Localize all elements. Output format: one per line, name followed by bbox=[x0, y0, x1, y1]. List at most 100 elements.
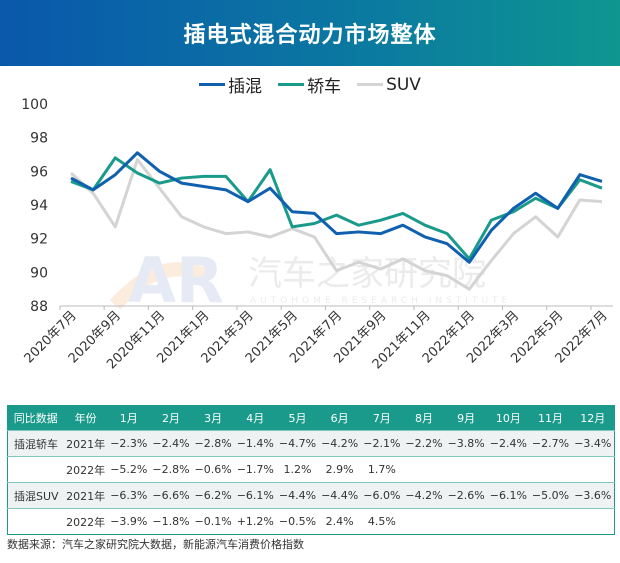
column-header: 同比数据 bbox=[7, 405, 64, 431]
column-header: 11月 bbox=[529, 405, 572, 431]
table-cell: 4.5% bbox=[360, 508, 403, 535]
watermark-arc bbox=[109, 262, 208, 310]
table-row: 插混SUV 2021年 −6.3% −6.6% −6.2% −6.1% −4.4% −4.4%… bbox=[7, 482, 615, 509]
table-cell: −2.8% bbox=[192, 430, 235, 457]
table-header-row: 同比数据 年份 1月 2月 3月 4月 5月 6月 7月 8月 9月 10月 11月 12月 bbox=[7, 405, 615, 431]
table-cell: −2.7% bbox=[529, 430, 572, 457]
legend-swatch bbox=[199, 83, 226, 86]
table-cell: −4.7% bbox=[276, 430, 319, 457]
column-header: 2月 bbox=[149, 405, 193, 431]
legend-item-phev: 插混 bbox=[199, 72, 262, 97]
column-header: 10月 bbox=[487, 405, 530, 431]
table-cell: −6.0% bbox=[360, 482, 403, 509]
chart-title: 插电式混合动力市场整体 bbox=[183, 23, 437, 48]
table-cell: −1.7% bbox=[234, 456, 277, 483]
table-cell: −6.1% bbox=[234, 482, 277, 509]
table-cell bbox=[445, 508, 488, 535]
source-note: 数据来源：汽车之家研究院大数据，新能源汽车消费价格指数 bbox=[7, 538, 304, 551]
y-tick-label: 98 bbox=[30, 131, 48, 147]
table-cell: −2.8% bbox=[149, 456, 193, 483]
watermark-subtext: AUTOHOME RESEARCH INSTITUTE bbox=[250, 296, 511, 306]
legend-label: 轿车 bbox=[307, 77, 342, 97]
table-cell: 2021年 bbox=[63, 430, 108, 457]
table-cell bbox=[7, 456, 64, 483]
legend-label: SUV bbox=[386, 74, 421, 95]
table-cell: −3.8% bbox=[445, 430, 488, 457]
column-header: 12月 bbox=[571, 405, 615, 431]
table-cell: −4.2% bbox=[402, 482, 446, 509]
line-chart: AR 汽车之家研究院 AUTOHOME RESEARCH INSTITUTE 88 90… bbox=[21, 97, 613, 372]
watermark: AR 汽车之家研究院 AUTOHOME RESEARCH INSTITUTE bbox=[109, 244, 511, 317]
table-cell: −6.3% bbox=[107, 482, 150, 509]
legend-swatch bbox=[357, 83, 384, 86]
legend-item-suv: SUV bbox=[357, 72, 421, 97]
yoy-table: 同比数据 年份 1月 2月 3月 4月 5月 6月 7月 8月 9月 10月 11月 12月 插混轿车 20… bbox=[7, 405, 615, 535]
table-cell: −2.6% bbox=[445, 482, 488, 509]
table-row: 2022年 −5.2% −2.8% −0.6% −1.7% 1.2% 2.9% 1.7% bbox=[7, 456, 615, 483]
table-cell: 1.2% bbox=[276, 456, 319, 483]
legend-item-sedan: 轿车 bbox=[278, 72, 341, 97]
table-cell: −1.4% bbox=[234, 430, 277, 457]
table-cell bbox=[402, 456, 446, 483]
table-cell: −3.6% bbox=[571, 482, 615, 509]
table-cell bbox=[7, 508, 64, 535]
table-cell: 2.4% bbox=[318, 508, 361, 535]
legend-swatch bbox=[278, 83, 305, 86]
table-cell: 2022年 bbox=[63, 456, 108, 483]
table-cell: −3.9% bbox=[107, 508, 150, 535]
table-cell: −6.1% bbox=[487, 482, 530, 509]
title-bar: 插电式混合动力市场整体 bbox=[0, 0, 620, 66]
table-cell: −1.8% bbox=[149, 508, 193, 535]
y-tick-label: 92 bbox=[30, 232, 48, 248]
table-cell: −0.1% bbox=[192, 508, 235, 535]
y-tick-label: 96 bbox=[30, 164, 48, 180]
table-cell: 插混轿车 bbox=[7, 430, 64, 457]
legend-label: 插混 bbox=[228, 77, 263, 97]
legend: 插混 轿车 SUV bbox=[0, 72, 620, 97]
table-cell: −4.2% bbox=[318, 430, 361, 457]
y-tick-label: 88 bbox=[30, 299, 48, 315]
watermark-logo: AR bbox=[128, 244, 224, 317]
table-cell: −5.0% bbox=[529, 482, 572, 509]
table-cell: −5.2% bbox=[107, 456, 150, 483]
table-cell: −4.4% bbox=[318, 482, 361, 509]
table-cell: −2.4% bbox=[487, 430, 530, 457]
column-header: 年份 bbox=[63, 405, 108, 431]
table-cell bbox=[487, 508, 530, 535]
column-header: 6月 bbox=[318, 405, 361, 431]
table-cell bbox=[571, 508, 615, 535]
table-cell: 1.7% bbox=[360, 456, 403, 483]
table-cell: −6.2% bbox=[192, 482, 235, 509]
table-cell: −0.6% bbox=[192, 456, 235, 483]
table-row: 插混轿车 2021年 −2.3% −2.4% −2.8% −1.4% −4.7% −4.2% −… bbox=[7, 430, 615, 457]
column-header: 3月 bbox=[192, 405, 235, 431]
table-cell: −0.5% bbox=[276, 508, 319, 535]
table-cell: +1.2% bbox=[234, 508, 277, 535]
table-cell bbox=[529, 508, 572, 535]
table-cell bbox=[571, 456, 615, 483]
y-tick-label: 90 bbox=[30, 265, 48, 281]
column-header: 8月 bbox=[402, 405, 446, 431]
table-cell: 2.9% bbox=[318, 456, 361, 483]
watermark-text: 汽车之家研究院 bbox=[248, 254, 486, 294]
table-cell: −2.1% bbox=[360, 430, 403, 457]
column-header: 4月 bbox=[234, 405, 277, 431]
column-header: 9月 bbox=[445, 405, 488, 431]
table-cell bbox=[487, 456, 530, 483]
table-row: 2022年 −3.9% −1.8% −0.1% +1.2% −0.5% 2.4% 4.5% bbox=[7, 508, 615, 535]
table-cell bbox=[402, 508, 446, 535]
table-cell: −2.3% bbox=[107, 430, 150, 457]
y-tick-label: 100 bbox=[21, 97, 48, 113]
y-tick-label: 94 bbox=[30, 198, 48, 214]
column-header: 5月 bbox=[276, 405, 319, 431]
table-cell bbox=[445, 456, 488, 483]
table-cell: −4.4% bbox=[276, 482, 319, 509]
table-cell bbox=[529, 456, 572, 483]
table-cell: −6.6% bbox=[149, 482, 193, 509]
table-cell: −2.2% bbox=[402, 430, 446, 457]
table-cell: 插混SUV bbox=[7, 482, 64, 509]
column-header: 7月 bbox=[360, 405, 403, 431]
table-cell: 2021年 bbox=[63, 482, 108, 509]
column-header: 1月 bbox=[107, 405, 150, 431]
